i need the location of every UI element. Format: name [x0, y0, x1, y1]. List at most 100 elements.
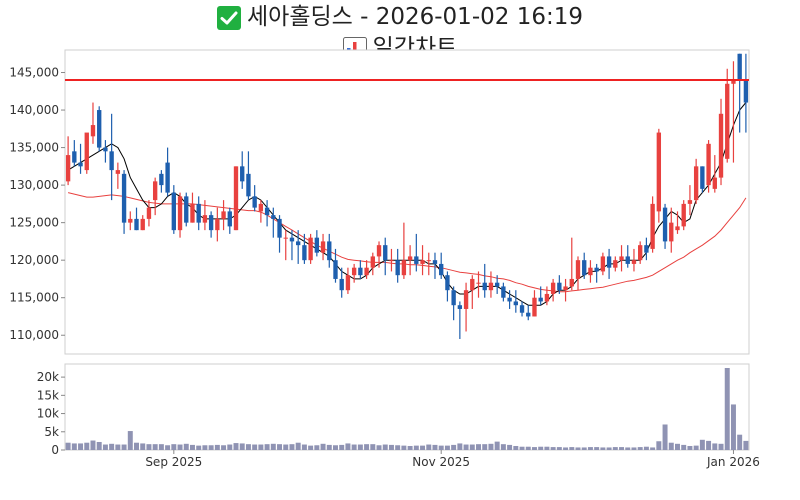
volume-bar [401, 445, 407, 450]
candle-body [140, 218, 145, 231]
candle-body [501, 286, 506, 298]
candle-body [333, 260, 338, 279]
candle-body [240, 166, 245, 182]
candle [159, 170, 164, 193]
candle [557, 275, 562, 294]
candle-body [97, 110, 102, 148]
candle [656, 128, 662, 223]
x-tick-label: Nov 2025 [412, 455, 470, 469]
volume-bar [457, 443, 463, 450]
candle [445, 271, 450, 302]
candle-body [358, 267, 363, 276]
volume-bar [308, 445, 314, 450]
candle-body [78, 162, 83, 167]
candle-body [221, 211, 226, 219]
candle-body [650, 203, 655, 249]
candle [401, 222, 407, 279]
candle [146, 200, 152, 227]
candle [165, 147, 170, 197]
candle [314, 230, 320, 257]
candle [358, 260, 363, 279]
y-tick-label: 145,000 [9, 66, 59, 80]
volume-bar [451, 444, 457, 450]
candle [706, 140, 711, 193]
candle-body [420, 260, 425, 264]
candle-body [737, 53, 742, 81]
candle [327, 233, 332, 268]
volume-bar [152, 444, 158, 450]
volume-bar [351, 444, 357, 450]
volume-bar [413, 445, 419, 450]
candle-body [283, 237, 288, 239]
volume-bar [395, 445, 401, 450]
volume-bar [221, 445, 227, 450]
volume-bar [277, 444, 283, 450]
volume-bar [295, 442, 301, 450]
candle-body [103, 147, 108, 152]
candle-body [494, 282, 500, 287]
volume-bar [569, 447, 575, 450]
candle [476, 271, 481, 298]
volume-bar [544, 446, 550, 450]
volume-bar [109, 443, 115, 450]
candle [488, 271, 494, 298]
y-tick-label: 135,000 [9, 141, 59, 155]
candle [693, 158, 699, 204]
candle [681, 200, 686, 231]
volume-bar [189, 444, 195, 450]
candle-body [476, 282, 481, 284]
candle-body [681, 203, 686, 227]
candle-body [625, 256, 630, 264]
candle-body [575, 260, 581, 279]
candle [631, 248, 637, 272]
candle [252, 185, 257, 212]
volume-bar [432, 444, 438, 450]
candle-body [470, 278, 475, 291]
volume-bar [426, 444, 432, 450]
candle [619, 245, 624, 272]
candle-body [72, 151, 77, 163]
candle-body [600, 256, 606, 272]
candle [426, 252, 431, 276]
candle [97, 106, 102, 152]
volume-bar [500, 444, 506, 450]
volume-bar [407, 445, 413, 450]
volume-bar [438, 445, 444, 450]
candle [532, 290, 537, 317]
candle-body [594, 267, 599, 272]
candle [345, 267, 351, 294]
candle-body [227, 211, 232, 227]
candle [407, 245, 413, 276]
candle [109, 113, 114, 201]
candle [233, 166, 239, 231]
candle-body [519, 305, 525, 313]
candle [700, 166, 705, 193]
candle-body [700, 166, 705, 189]
candle-body [743, 80, 749, 103]
candle [718, 98, 724, 186]
candle-body [395, 260, 400, 276]
candle-body [90, 125, 96, 137]
volume-bar [289, 444, 295, 450]
volume-bar [183, 443, 189, 450]
candle [283, 230, 288, 261]
volume-bar [550, 447, 556, 450]
candle-body [327, 241, 332, 261]
volume-bar [140, 443, 146, 450]
candle-body [320, 241, 326, 253]
candle [227, 207, 232, 234]
candle-body [277, 218, 282, 238]
volume-bar [687, 445, 693, 450]
candle [90, 102, 96, 144]
candle [563, 278, 568, 302]
candle [271, 207, 276, 238]
candle [308, 233, 313, 264]
candle-body [718, 113, 724, 178]
volume-bar [314, 445, 320, 450]
candle-body [463, 290, 469, 309]
candle-body [271, 215, 276, 219]
candle [650, 196, 655, 253]
volume-bar [158, 444, 164, 450]
candle [128, 211, 133, 231]
candle [638, 241, 643, 264]
